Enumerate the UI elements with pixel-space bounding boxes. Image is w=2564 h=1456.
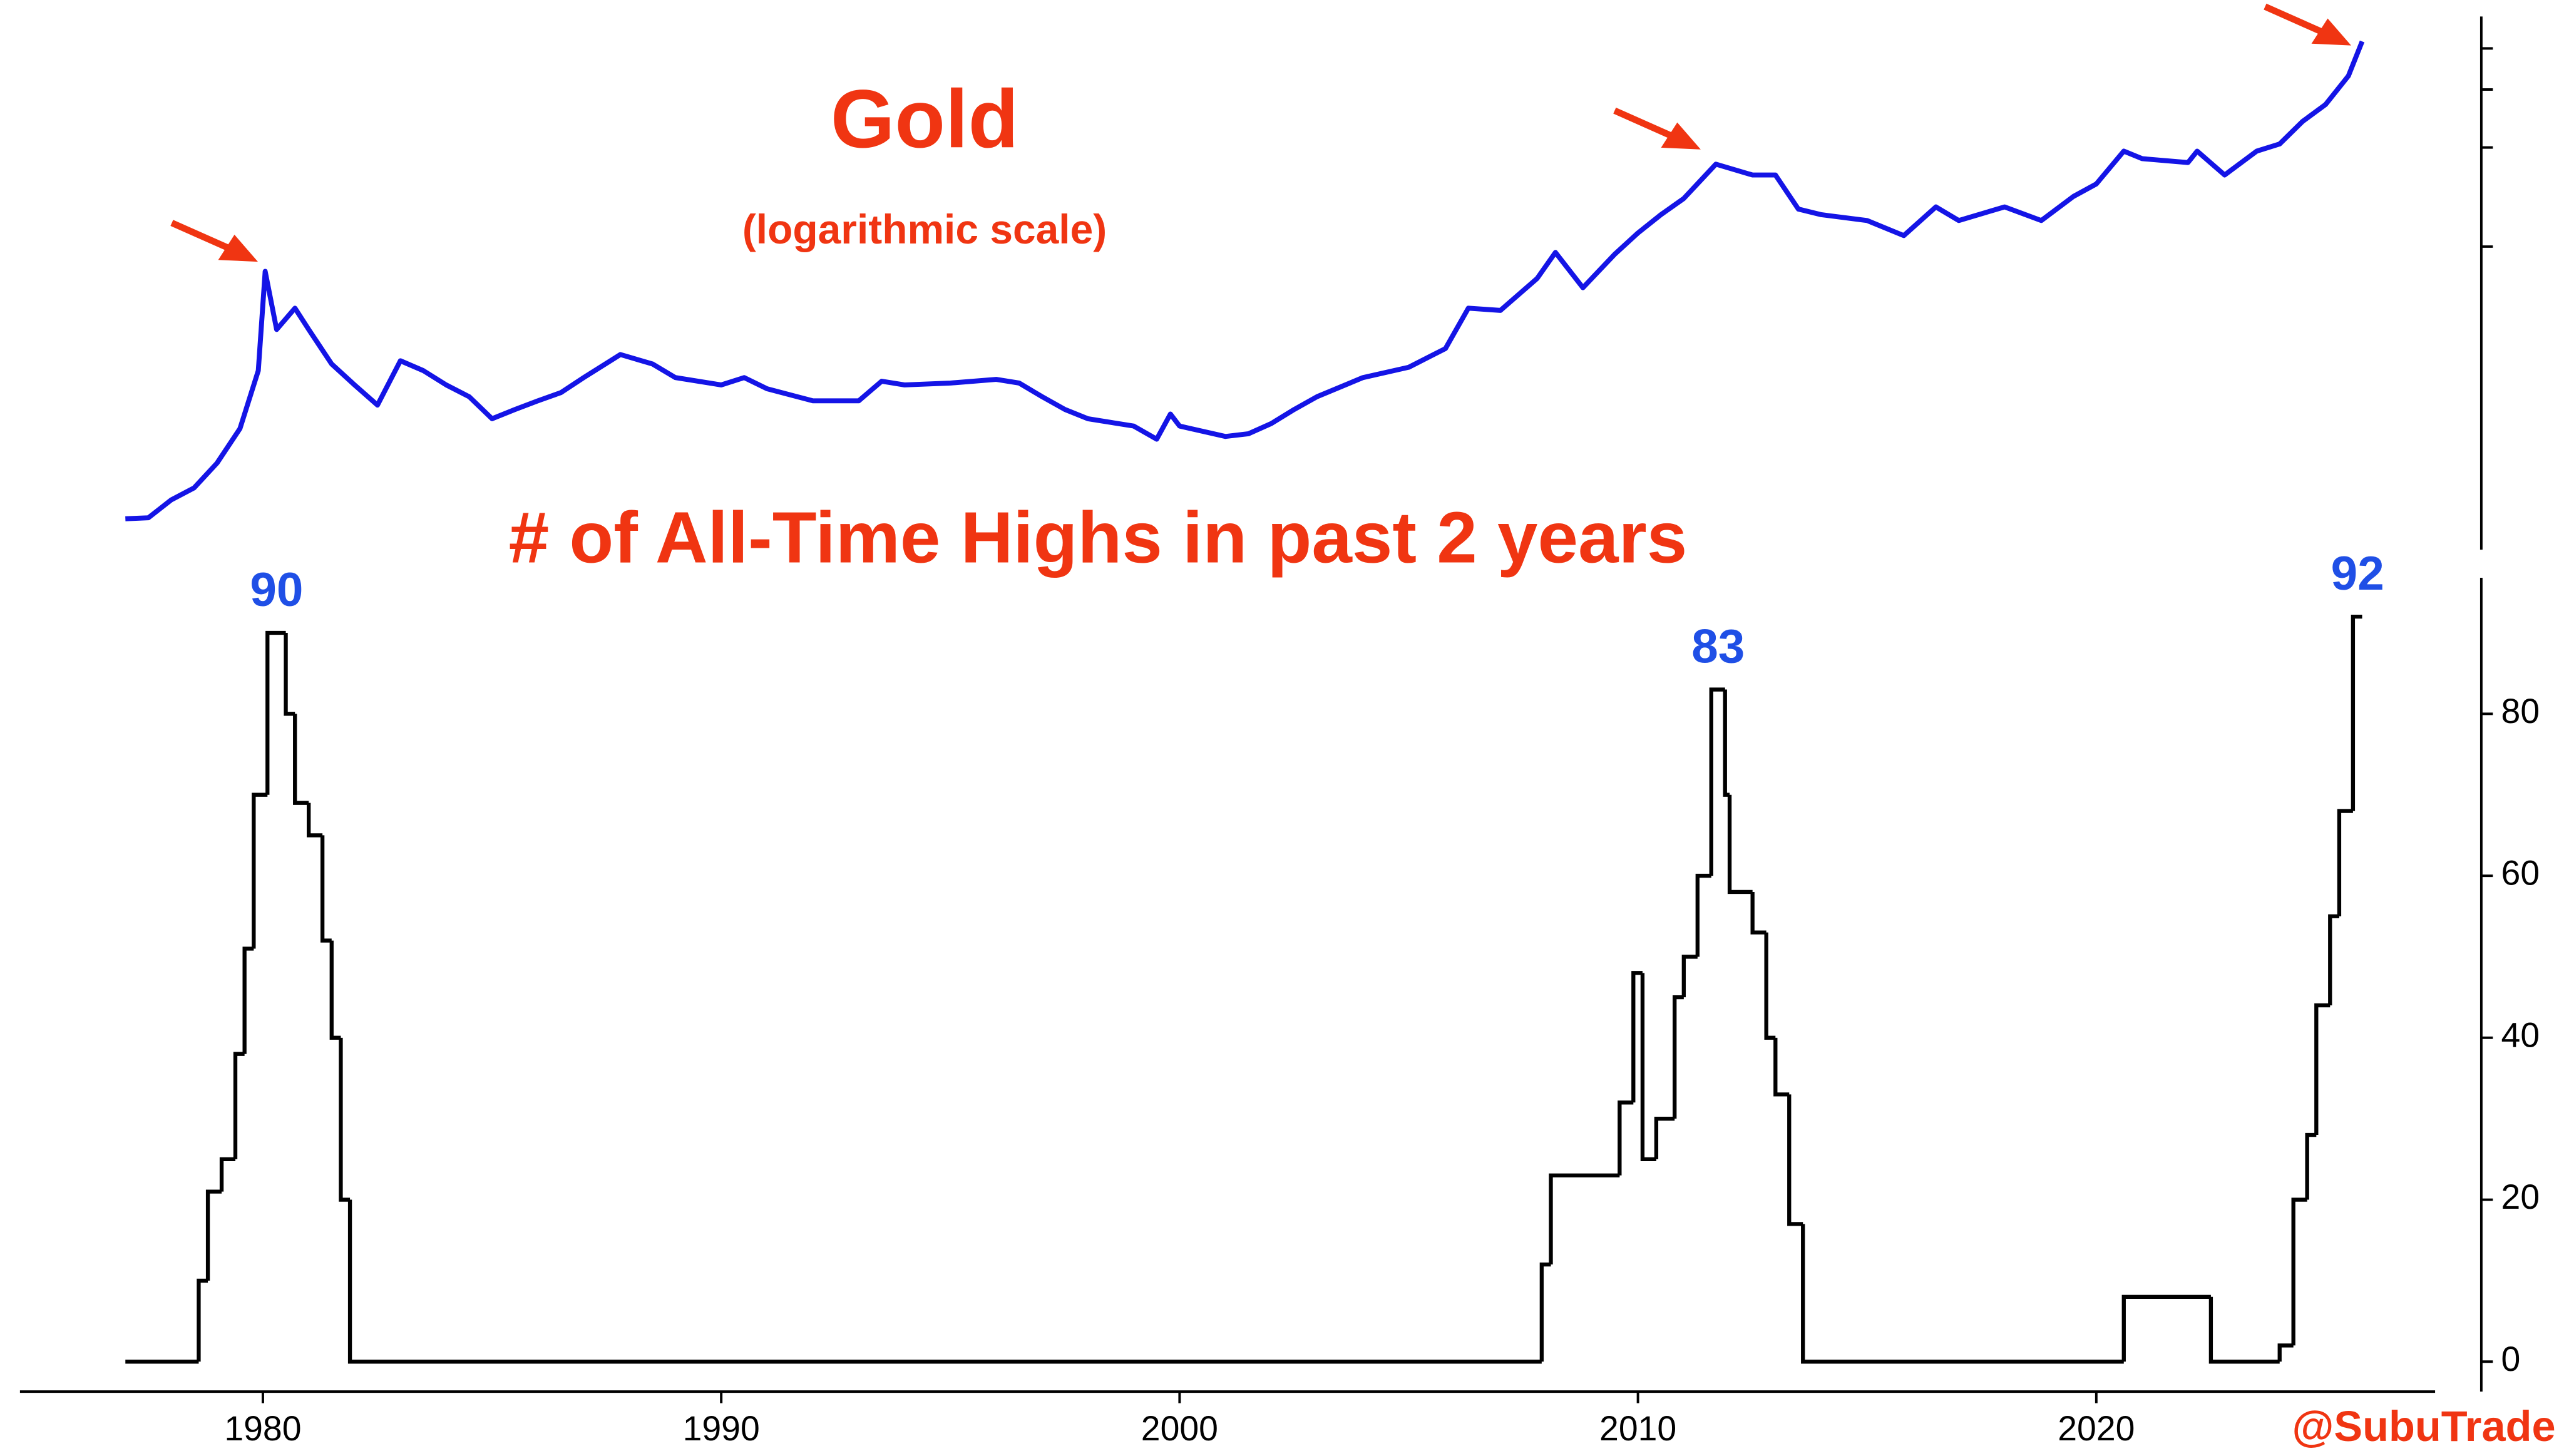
x-tick-label: 2020: [2058, 1409, 2135, 1448]
count-step: [2328, 914, 2339, 1006]
count-step: [1539, 1262, 1551, 1362]
count-step: [242, 946, 254, 1054]
arrows: [170, 3, 2351, 262]
count-step: [293, 714, 309, 805]
x-tick-label: 2010: [1599, 1409, 1676, 1448]
count-step: [339, 1037, 351, 1202]
count-step: [205, 1189, 222, 1281]
count-step: [1549, 1173, 1620, 1265]
count-step: [1709, 687, 1725, 876]
y-tick-label: 60: [2501, 854, 2540, 893]
count-step: [2305, 1132, 2317, 1200]
count-step: [2291, 1197, 2307, 1346]
count-step: [2208, 1296, 2280, 1364]
count-step: [2121, 1295, 2211, 1362]
x-tick-label: 1980: [224, 1409, 301, 1448]
arrowhead: [218, 234, 258, 262]
count-step: [219, 1157, 236, 1192]
y-tick-label: 40: [2501, 1015, 2540, 1054]
count-step: [1801, 1224, 2124, 1364]
count-step: [1673, 995, 1684, 1119]
arrow: [2264, 3, 2326, 36]
count-step: [1640, 973, 1656, 1162]
count-step: [233, 1052, 245, 1159]
count-step: [2314, 1003, 2331, 1136]
count-step: [1764, 932, 1776, 1040]
count-step: [347, 1199, 1542, 1364]
y-tick-label: 20: [2501, 1177, 2540, 1216]
chart-title: Gold: [831, 73, 1018, 165]
arrow: [170, 220, 233, 253]
count-step: [2351, 614, 2362, 811]
price-line: [125, 40, 2365, 521]
count-step: [265, 630, 286, 795]
y-tick-label: 80: [2501, 692, 2540, 731]
count-step: [1727, 794, 1753, 895]
count-step: [1723, 689, 1730, 797]
count-step: [252, 792, 268, 949]
count-step: [2337, 809, 2353, 916]
chart-title: # of All-Time Highs in past 2 years: [509, 496, 1688, 578]
arrowhead: [1661, 122, 1701, 150]
peak-label: 90: [250, 563, 303, 617]
count-step: [329, 940, 341, 1040]
peak-label: 83: [1691, 620, 1745, 673]
count-step: [284, 632, 295, 716]
count-step: [320, 835, 332, 943]
count-step: [1773, 1037, 1790, 1097]
count-step: [1681, 955, 1698, 998]
count-step: [1695, 873, 1711, 957]
count-step: [197, 1278, 208, 1362]
count-step: [1631, 971, 1643, 1103]
x-tick-label: 1990: [683, 1409, 760, 1448]
count-step: [307, 802, 323, 838]
count-step: [2277, 1343, 2294, 1362]
count-step: [1618, 1100, 1634, 1176]
count-step: [1750, 891, 1767, 935]
count-step: [1654, 1117, 1675, 1159]
peak-label: 92: [2331, 547, 2384, 600]
credit: @SubuTrade: [2292, 1402, 2556, 1450]
chart-subtitle: (logarithmic scale): [742, 206, 1107, 252]
arrow: [1613, 107, 1676, 140]
count-step: [1787, 1094, 1803, 1226]
x-tick-label: 2000: [1141, 1409, 1218, 1448]
arrowhead: [2311, 18, 2351, 46]
y-tick-label: 0: [2501, 1340, 2521, 1378]
